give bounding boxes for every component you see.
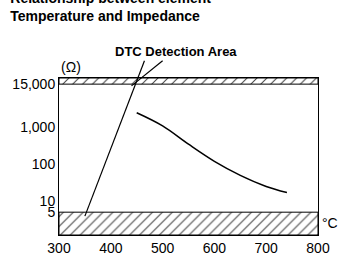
svg-text:300: 300 xyxy=(47,240,71,256)
svg-text:800: 800 xyxy=(306,240,330,256)
svg-text:600: 600 xyxy=(203,240,227,256)
svg-text:1,000: 1,000 xyxy=(20,119,55,135)
svg-text:10: 10 xyxy=(40,193,56,209)
svg-text:DTC Detection Area: DTC Detection Area xyxy=(115,44,237,59)
svg-text:500: 500 xyxy=(151,240,175,256)
svg-text:Relationship between elementTe: Relationship between elementTemperature … xyxy=(10,0,211,24)
svg-text:15,000: 15,000 xyxy=(12,76,55,92)
svg-text:°C: °C xyxy=(322,215,338,231)
svg-text:(Ω): (Ω) xyxy=(61,59,81,75)
svg-text:5: 5 xyxy=(47,204,55,220)
svg-text:100: 100 xyxy=(32,156,56,172)
svg-text:400: 400 xyxy=(99,240,123,256)
svg-text:700: 700 xyxy=(255,240,279,256)
